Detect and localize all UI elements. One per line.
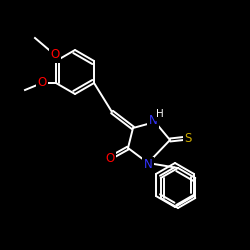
- Text: O: O: [106, 152, 114, 164]
- Text: O: O: [50, 48, 60, 62]
- Text: N: N: [144, 158, 152, 172]
- Text: N: N: [148, 114, 158, 126]
- Text: H: H: [156, 109, 164, 119]
- Text: O: O: [38, 76, 46, 90]
- Text: S: S: [184, 132, 192, 144]
